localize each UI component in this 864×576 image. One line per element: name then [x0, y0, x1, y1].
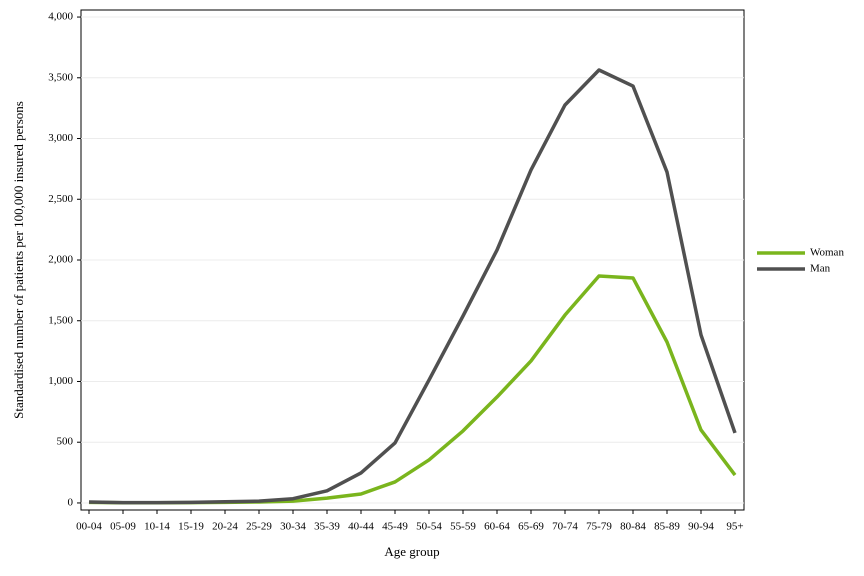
x-tick-label: 45-49	[382, 521, 408, 533]
x-tick-label: 60-64	[484, 521, 510, 533]
x-tick-label: 30-34	[280, 521, 306, 533]
x-tick-label: 55-59	[450, 521, 476, 533]
y-tick-label: 2,000	[48, 254, 73, 266]
x-tick-label: 80-84	[620, 521, 646, 533]
y-tick-label: 0	[68, 496, 74, 508]
x-tick-label: 35-39	[314, 521, 340, 533]
x-tick-label: 95+	[726, 521, 743, 533]
y-tick-label: 500	[57, 436, 74, 448]
x-tick-label: 40-44	[348, 521, 374, 533]
x-tick-label: 65-69	[518, 521, 544, 533]
x-tick-label: 90-94	[688, 521, 714, 533]
x-axis-title: Age group	[384, 544, 439, 559]
series-line	[88, 274, 737, 505]
x-tick-label: 25-29	[246, 521, 272, 533]
y-tick-label: 1,500	[48, 314, 73, 326]
y-tick-label: 3,500	[48, 71, 73, 83]
x-tick-label: 70-74	[552, 521, 578, 533]
y-tick-label: 4,000	[48, 11, 73, 23]
x-tick-label: 85-89	[654, 521, 680, 533]
x-tick-label: 00-04	[76, 521, 102, 533]
x-tick-label: 50-54	[416, 521, 442, 533]
legend-label: Man	[810, 263, 831, 275]
y-tick-label: 2,500	[48, 193, 73, 205]
x-tick-label: 05-09	[110, 521, 136, 533]
y-axis-title: Standardised number of patients per 100,…	[11, 101, 26, 419]
y-tick-label: 3,000	[48, 132, 73, 144]
series-line	[88, 68, 737, 505]
x-tick-label: 75-79	[586, 521, 612, 533]
y-tick-label: 1,000	[48, 375, 73, 387]
x-tick-label: 15-19	[178, 521, 204, 533]
x-tick-label: 10-14	[144, 521, 170, 533]
legend-label: Woman	[810, 247, 844, 259]
x-tick-label: 20-24	[212, 521, 238, 533]
